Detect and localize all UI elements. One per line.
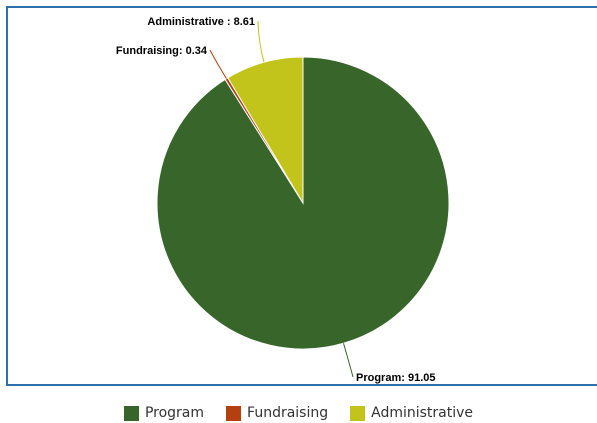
pie-leader-lines: [209, 20, 354, 378]
leader-line-fundraising: [209, 49, 227, 79]
leader-line-administrative: [257, 20, 265, 63]
leader-line-program: [343, 343, 354, 378]
legend-item-fundraising[interactable]: Fundraising: [226, 405, 328, 421]
data-label-fundraising: Fundraising: 0.34: [116, 45, 208, 57]
data-label-administrative: Administrative : 8.61: [147, 16, 255, 28]
legend-item-administrative[interactable]: Administrative: [350, 405, 473, 421]
legend-swatch-fundraising: [226, 405, 242, 421]
pie-data-labels: Program: 91.05 Fundraising: 0.34 Administr…: [116, 16, 436, 384]
pie-slices: [156, 56, 450, 350]
legend-item-program[interactable]: Program: [123, 405, 205, 421]
legend-swatch-administrative: [350, 405, 366, 421]
legend-label-program: Program: [144, 405, 205, 421]
legend-swatch-program: [123, 405, 139, 421]
legend-label-administrative: Administrative: [371, 405, 474, 421]
data-label-program: Program: 91.05: [356, 372, 435, 384]
chart-legend: Program Fundraising Administrative: [0, 403, 597, 423]
legend-label-fundraising: Fundraising: [247, 405, 329, 421]
pie-chart: Program: 91.05 Fundraising: 0.34 Administr…: [116, 16, 450, 384]
